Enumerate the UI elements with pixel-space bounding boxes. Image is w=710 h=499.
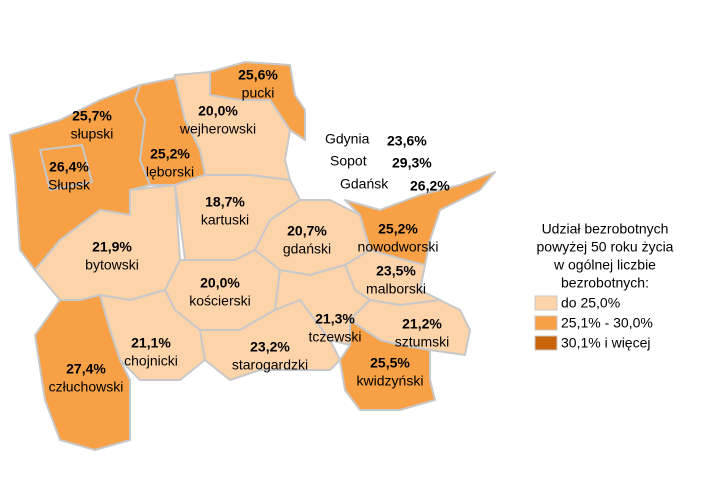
region-value: 23,5% [376, 263, 416, 279]
region [34, 294, 131, 451]
region-value: 26,4% [49, 159, 89, 175]
region-name: kościerski [189, 293, 250, 309]
city-value: 23,6% [387, 133, 427, 149]
region-value: 27,4% [66, 361, 106, 377]
city-name: Sopot [330, 153, 367, 169]
region-value: 23,2% [250, 339, 290, 355]
region-value: 25,7% [72, 108, 112, 124]
region-name: lęborski [146, 164, 194, 180]
region-value: 20,7% [287, 223, 327, 239]
legend-swatch [534, 315, 558, 331]
region-name: pucki [242, 85, 275, 101]
region-value: 18,7% [205, 194, 245, 210]
region-name: człuchowski [49, 379, 124, 395]
legend-title: Udział bezrobotnych [542, 221, 669, 237]
legend-swatch [534, 295, 558, 311]
city-value: 26,2% [410, 178, 450, 194]
region-name: kwidzyński [357, 373, 424, 389]
city-name: Gdańsk [340, 176, 389, 192]
region-name: malborski [366, 281, 426, 297]
legend-swatch [534, 335, 558, 351]
legend-title: bezrobotnych: [561, 275, 649, 291]
region [199, 299, 341, 381]
region-value: 21,3% [315, 311, 355, 327]
region-value: 25,5% [370, 355, 410, 371]
region-name: tczewski [309, 329, 362, 345]
legend-title: powyżej 50 roku życia [537, 239, 674, 255]
region-name: sztumski [395, 334, 449, 350]
region-value: 25,2% [378, 221, 418, 237]
region-name: chojnicki [124, 353, 178, 369]
region-value: 25,2% [150, 146, 190, 162]
region-name: wejherowski [179, 121, 256, 137]
city-name: Gdynia [325, 131, 370, 147]
region-name: starogardzki [232, 357, 308, 373]
region-name: słupski [71, 126, 114, 142]
region-name: nowodworski [358, 239, 439, 255]
region-value: 20,0% [200, 275, 240, 291]
region [39, 144, 93, 191]
region-value: 21,2% [402, 316, 442, 332]
legend-label: 25,1% - 30,0% [561, 315, 653, 331]
legend-label: do 25,0% [561, 295, 620, 311]
region-name: bytowski [85, 257, 139, 273]
region-value: 21,1% [131, 335, 171, 351]
legend-label: 30,1% i więcej [561, 335, 651, 351]
city-value: 29,3% [392, 155, 432, 171]
region-value: 20,0% [198, 103, 238, 119]
legend-title: w ogólnej liczbie [553, 257, 656, 273]
region-value: 21,9% [92, 239, 132, 255]
region [339, 319, 436, 411]
region-name: Słupsk [48, 177, 91, 193]
region-name: gdański [283, 241, 331, 257]
region-name: kartuski [201, 212, 249, 228]
region-value: 25,6% [238, 67, 278, 83]
